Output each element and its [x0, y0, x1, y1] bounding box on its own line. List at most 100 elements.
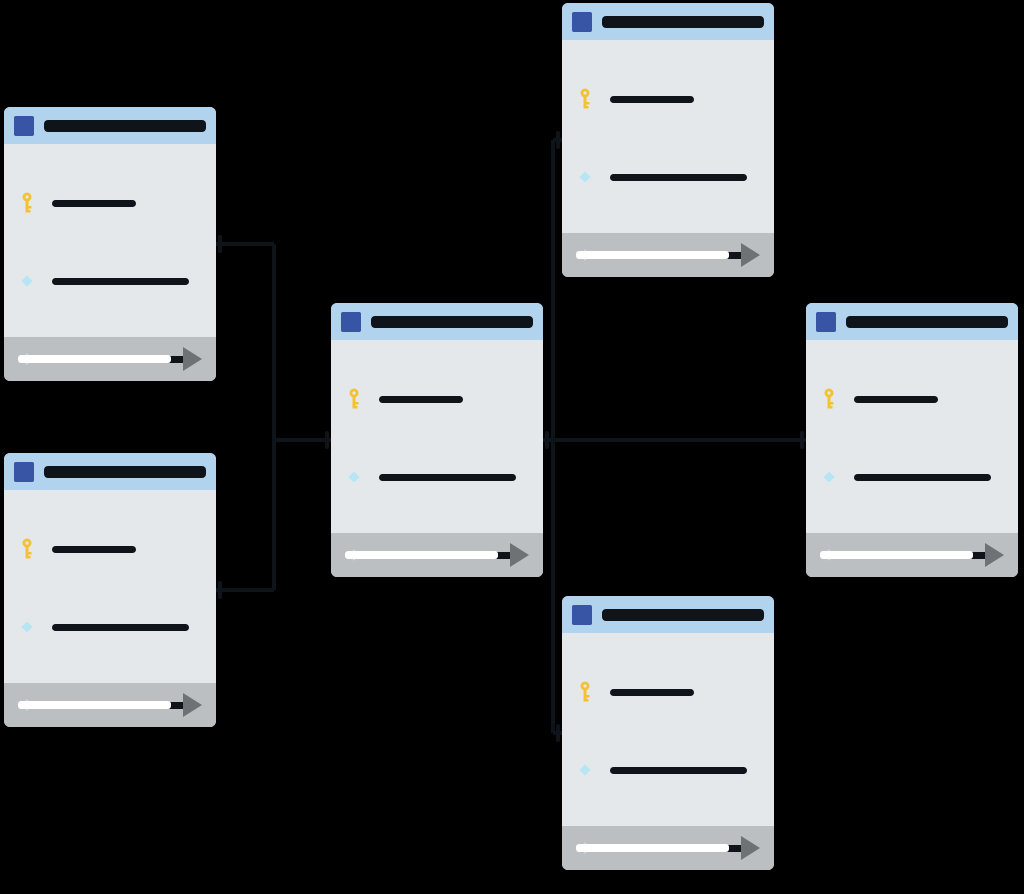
db-table-header — [562, 596, 774, 633]
db-table-row — [345, 389, 529, 409]
field-line — [610, 689, 694, 696]
db-table — [806, 303, 1018, 577]
db-table-header — [331, 303, 543, 340]
diagram-canvas — [0, 0, 1024, 894]
db-table — [331, 303, 543, 577]
footer-bar — [576, 844, 729, 852]
header-title-bar — [602, 609, 764, 621]
connector-segment — [272, 244, 276, 440]
diamond-icon — [345, 467, 363, 487]
connector-endcap — [218, 581, 222, 599]
connector-endcap — [556, 131, 560, 149]
play-icon — [741, 836, 760, 860]
key-icon — [18, 539, 36, 559]
db-table — [562, 596, 774, 870]
connector-endcap — [325, 431, 329, 449]
key-icon — [345, 389, 363, 409]
connector-segment — [274, 438, 332, 442]
play-icon — [183, 693, 202, 717]
key-icon — [820, 389, 838, 409]
db-table-footer — [4, 683, 216, 727]
key-icon — [576, 682, 594, 702]
field-line — [854, 396, 938, 403]
diamond-icon — [576, 167, 594, 187]
header-square-icon — [14, 462, 34, 482]
db-table-header — [4, 107, 216, 144]
header-title-bar — [846, 316, 1008, 328]
db-table-row — [820, 467, 1004, 487]
field-line — [379, 396, 463, 403]
db-table-footer — [4, 337, 216, 381]
connector-endcap — [556, 724, 560, 742]
field-line — [52, 546, 136, 553]
field-line — [379, 474, 516, 481]
field-line — [52, 200, 136, 207]
footer-bar — [345, 551, 498, 559]
footer-bar — [576, 251, 729, 259]
play-icon — [510, 543, 529, 567]
db-table-body — [562, 40, 774, 233]
db-table-row — [576, 167, 760, 187]
db-table-row — [18, 617, 202, 637]
db-table-row — [345, 467, 529, 487]
header-title-bar — [371, 316, 533, 328]
connector-endcap — [800, 431, 804, 449]
footer-bar — [18, 701, 171, 709]
db-table-header — [806, 303, 1018, 340]
diamond-icon — [18, 271, 36, 291]
db-table — [4, 453, 216, 727]
connector-segment — [551, 440, 555, 733]
connector-segment — [272, 440, 276, 590]
db-table — [562, 3, 774, 277]
header-title-bar — [602, 16, 764, 28]
header-square-icon — [572, 605, 592, 625]
connector-endcap — [545, 431, 549, 449]
field-line — [610, 174, 747, 181]
db-table-body — [4, 144, 216, 337]
field-line — [52, 624, 189, 631]
db-table-row — [18, 193, 202, 213]
db-table-row — [18, 539, 202, 559]
play-icon — [741, 243, 760, 267]
db-table-row — [576, 682, 760, 702]
header-square-icon — [341, 312, 361, 332]
field-line — [854, 474, 991, 481]
header-square-icon — [816, 312, 836, 332]
db-table-body — [331, 340, 543, 533]
connector-endcap — [218, 235, 222, 253]
db-table-footer — [562, 826, 774, 870]
footer-bar — [18, 355, 171, 363]
diamond-icon — [18, 617, 36, 637]
db-table-body — [4, 490, 216, 683]
field-line — [52, 278, 189, 285]
db-table — [4, 107, 216, 381]
db-table-row — [18, 271, 202, 291]
header-square-icon — [14, 116, 34, 136]
db-table-footer — [331, 533, 543, 577]
connector-segment — [543, 438, 675, 442]
db-table-footer — [562, 233, 774, 277]
play-icon — [183, 347, 202, 371]
diamond-icon — [576, 760, 594, 780]
db-table-row — [820, 389, 1004, 409]
db-table-row — [576, 760, 760, 780]
db-table-row — [576, 89, 760, 109]
key-icon — [576, 89, 594, 109]
connector-segment — [675, 438, 807, 442]
field-line — [610, 767, 747, 774]
connector-segment — [216, 588, 274, 592]
header-title-bar — [44, 120, 206, 132]
connector-segment — [551, 140, 555, 440]
footer-bar — [820, 551, 973, 559]
diamond-icon — [820, 467, 838, 487]
connector-segment — [216, 242, 274, 246]
play-icon — [985, 543, 1004, 567]
db-table-footer — [806, 533, 1018, 577]
db-table-header — [562, 3, 774, 40]
field-line — [610, 96, 694, 103]
db-table-header — [4, 453, 216, 490]
db-table-body — [562, 633, 774, 826]
header-title-bar — [44, 466, 206, 478]
db-table-body — [806, 340, 1018, 533]
key-icon — [18, 193, 36, 213]
